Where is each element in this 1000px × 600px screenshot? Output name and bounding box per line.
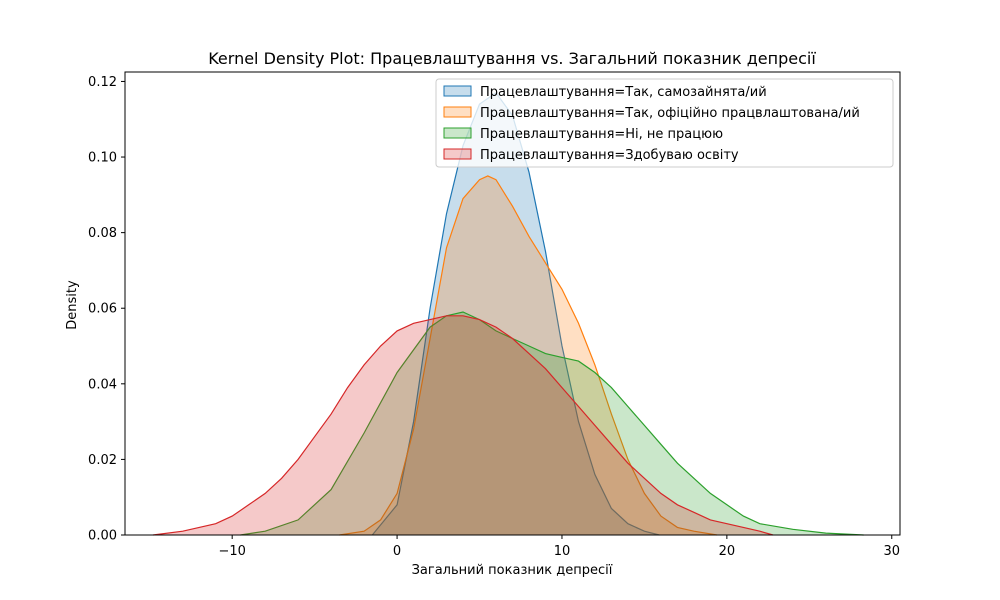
x-tick-label: 30	[883, 544, 900, 559]
series-2-line	[240, 311, 864, 536]
legend-label-0: Працевлаштування=Так, самозайнята/ий	[480, 85, 767, 100]
series-3-area	[153, 315, 773, 535]
legend-swatch-2	[443, 127, 472, 139]
legend: Працевлаштування=Так, самозайнята/ий Прац…	[435, 78, 894, 168]
y-tick-label: 0.08	[88, 226, 117, 241]
y-tick-label: 0.10	[88, 151, 117, 166]
series-3-line	[152, 315, 774, 536]
legend-swatch-3	[443, 148, 472, 160]
y-tick-label: 0.06	[88, 302, 117, 317]
y-tick-label: 0.00	[88, 529, 117, 544]
plot-frame	[124, 71, 901, 536]
series-1-line	[339, 175, 718, 536]
series-layer	[152, 91, 864, 536]
x-tick-label: −10	[218, 544, 245, 559]
x-tick-label: 20	[719, 544, 736, 559]
x-axis-label: Загальний показник депресії	[412, 563, 613, 578]
legend-swatch-0	[443, 85, 472, 97]
series-0-area	[372, 92, 660, 536]
legend-box	[435, 78, 894, 168]
y-tick-label: 0.04	[88, 377, 117, 392]
chart-title: Kernel Density Plot: Працевлаштування vs…	[208, 49, 816, 68]
x-axis: −10 0 10 20 30	[218, 535, 900, 559]
legend-label-1: Працевлаштування=Так, офіційно працвлашт…	[480, 106, 860, 121]
series-2-area	[240, 312, 864, 535]
legend-swatch-1	[443, 106, 472, 118]
legend-label-3: Працевлаштування=Здобуваю освіту	[480, 148, 739, 163]
y-tick-label: 0.02	[88, 453, 117, 468]
y-axis: 0.00 0.02 0.04 0.06 0.08 0.10 0.12	[88, 75, 125, 544]
legend-label-2: Працевлаштування=Ні, не працюю	[480, 127, 723, 142]
x-tick-label: 10	[554, 544, 571, 559]
x-tick-label: 0	[393, 544, 401, 559]
y-tick-label: 0.12	[88, 75, 117, 90]
y-axis-label: Density	[65, 280, 80, 330]
